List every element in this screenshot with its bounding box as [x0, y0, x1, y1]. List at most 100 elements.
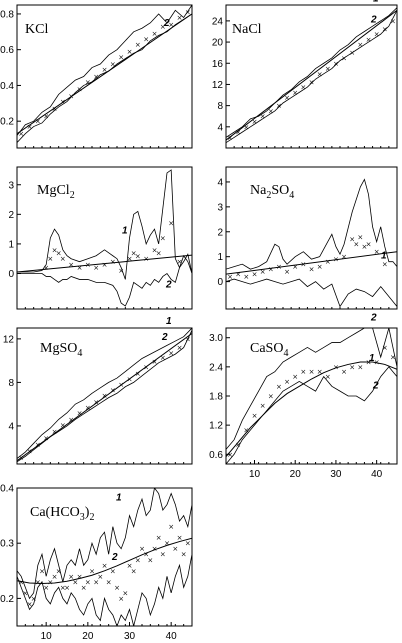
mean-point: × — [185, 540, 191, 548]
mean-point: × — [152, 358, 158, 366]
plot-frame — [225, 166, 398, 310]
mean-point: × — [139, 545, 145, 553]
mean-point: × — [143, 35, 149, 43]
curve-label: 2 — [111, 552, 118, 563]
mean-point: × — [382, 261, 388, 269]
mean-point: × — [168, 220, 174, 228]
mean-point: × — [118, 53, 124, 61]
curve-label: 2 — [163, 18, 170, 29]
mean-point: × — [243, 273, 249, 281]
mean-point: × — [52, 105, 58, 113]
y-tick-label: 2.4 — [209, 362, 223, 373]
mean-point: × — [374, 359, 380, 367]
mean-point: × — [102, 261, 108, 269]
mean-point: × — [131, 249, 137, 257]
mean-point: × — [152, 246, 158, 254]
mean-point: × — [325, 258, 331, 266]
mean-point: × — [93, 264, 99, 272]
plot-area: ××××××××××××××××××××× — [226, 328, 397, 464]
mean-point: × — [374, 248, 380, 256]
mean-point: × — [135, 41, 141, 49]
mean-point: × — [77, 264, 83, 272]
mean-point: × — [177, 344, 183, 352]
mean-point: × — [284, 378, 290, 386]
y-tick-label: 8 — [8, 378, 14, 389]
x-tick-label: 20 — [82, 631, 94, 642]
mean-point: × — [27, 123, 33, 131]
mean-point: × — [366, 36, 372, 44]
mean-point: × — [77, 409, 83, 417]
mean-point: × — [284, 94, 290, 102]
mean-point: × — [172, 545, 178, 553]
mean-point: × — [52, 573, 58, 581]
mean-point: × — [268, 266, 274, 274]
mean-point: × — [252, 412, 258, 420]
mean-point: × — [349, 363, 355, 371]
curve-label: 2 — [161, 332, 168, 343]
title-text: NaCl — [232, 22, 262, 37]
mean-point: × — [110, 60, 116, 68]
y-tick-label: 0.2 — [0, 117, 14, 128]
title-text: SO — [271, 183, 289, 198]
panel-title: Na2SO4 — [250, 183, 294, 201]
curve-label: 1 — [381, 251, 387, 262]
mean-point: × — [102, 392, 108, 400]
envelope-line-1 — [17, 169, 192, 280]
mean-point: × — [243, 123, 249, 131]
mean-point: × — [349, 49, 355, 57]
mean-point: × — [56, 567, 62, 575]
y-tick-label: 1 — [8, 239, 14, 250]
mean-point: × — [89, 567, 95, 575]
y-tick-label: 12 — [3, 334, 15, 345]
y-tick-label: 3 — [217, 202, 223, 213]
mean-point: × — [390, 17, 396, 25]
title-text: Ca(HCO — [30, 505, 80, 520]
mean-point: × — [292, 373, 298, 381]
mean-point: × — [18, 454, 24, 462]
plot-area: ××××××××××××××××××××××××××××××××××××××××… — [17, 488, 192, 626]
plot-frame — [16, 4, 193, 149]
mean-point: × — [81, 584, 87, 592]
mean-point: × — [333, 256, 339, 264]
mean-point: × — [68, 573, 74, 581]
mean-point: × — [160, 235, 166, 243]
mean-point: × — [93, 578, 99, 586]
mean-point: × — [56, 249, 62, 257]
mean-point: × — [156, 249, 162, 257]
title-text: MgCl — [37, 183, 70, 198]
curve-label: 1 — [166, 316, 172, 327]
y-tick-label: 16 — [212, 59, 224, 70]
mean-point: × — [366, 359, 372, 367]
mean-point: × — [276, 102, 282, 110]
mean-point: × — [35, 118, 41, 126]
plot-frame — [16, 166, 193, 310]
mean-point: × — [235, 441, 241, 449]
mean-point: × — [35, 578, 41, 586]
title-text: Na — [250, 183, 267, 198]
y-tick-label: 0 — [217, 277, 223, 288]
mean-point: × — [227, 451, 233, 459]
x-tick-label: 40 — [166, 631, 178, 642]
mean-point: × — [309, 266, 315, 274]
mean-point: × — [309, 78, 315, 86]
y-tick-label: 8 — [217, 101, 223, 112]
plot-area: ××××××××××××××××××××× — [17, 328, 192, 463]
curve-label: 1 — [116, 493, 122, 504]
mean-point: × — [160, 23, 166, 31]
envelope-line-2 — [17, 254, 192, 307]
envelope-line-2 — [17, 330, 192, 463]
mean-point: × — [361, 243, 367, 251]
envelope-line-1 — [226, 328, 397, 450]
mean-point: × — [268, 107, 274, 115]
plot-area: ××××××××××××××××××××× — [226, 7, 397, 144]
plot-area: × × × × × × ××× ×× ×× × ×××××××× — [226, 178, 397, 308]
envelope-line-1 — [226, 178, 397, 270]
plot-area: ××××××××××××××××××××× — [17, 169, 192, 307]
y-tick-label: 20 — [212, 38, 224, 49]
mean-point: × — [235, 129, 241, 137]
